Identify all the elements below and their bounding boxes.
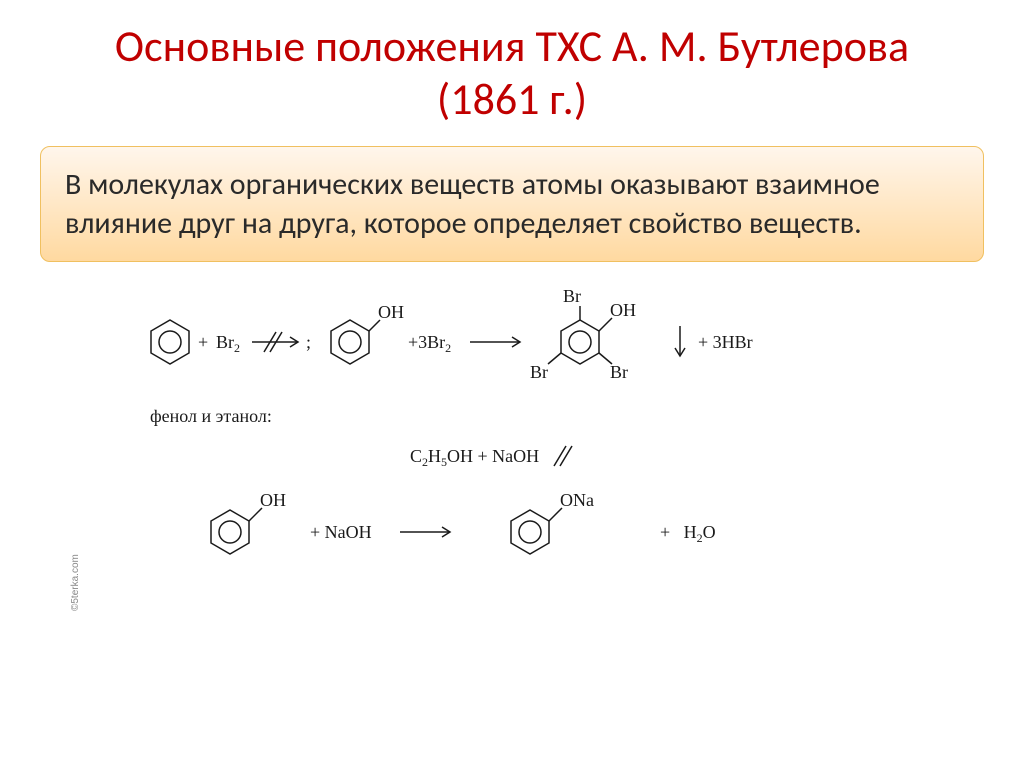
chemistry-diagram: + Br2 ; OH +3Br2 OH Br Br Br + 3HBr фено…: [120, 282, 900, 602]
row1-tail: + 3HBr: [698, 332, 753, 352]
phenol-oh: OH: [378, 302, 404, 322]
plus-sign: +: [198, 332, 208, 352]
plus-naoh: + NaOH: [310, 522, 372, 542]
br2-label: Br2: [216, 332, 240, 355]
slide-title: Основные положения ТХС А. М. Бутлерова (…: [0, 0, 1024, 136]
prod-br-top: Br: [563, 286, 581, 306]
phenolate-ona: ONa: [560, 490, 594, 510]
callout-box: В молекулах органических веществ атомы о…: [40, 146, 984, 262]
phenol2-oh: OH: [260, 490, 286, 510]
phenol-ethanol-caption: фенол и этанол:: [150, 406, 272, 426]
prod-br-right: Br: [610, 362, 628, 382]
ethanol-naoh-eq: C2H5OH + NaOH: [410, 446, 539, 469]
semicolon: ;: [306, 332, 311, 352]
watermark: ©5terka.com: [70, 554, 81, 611]
prod-oh: OH: [610, 300, 636, 320]
plus-3br2: +3Br2: [408, 332, 451, 355]
prod-br-left: Br: [530, 362, 548, 382]
row2-tail: + H2O: [660, 522, 716, 545]
